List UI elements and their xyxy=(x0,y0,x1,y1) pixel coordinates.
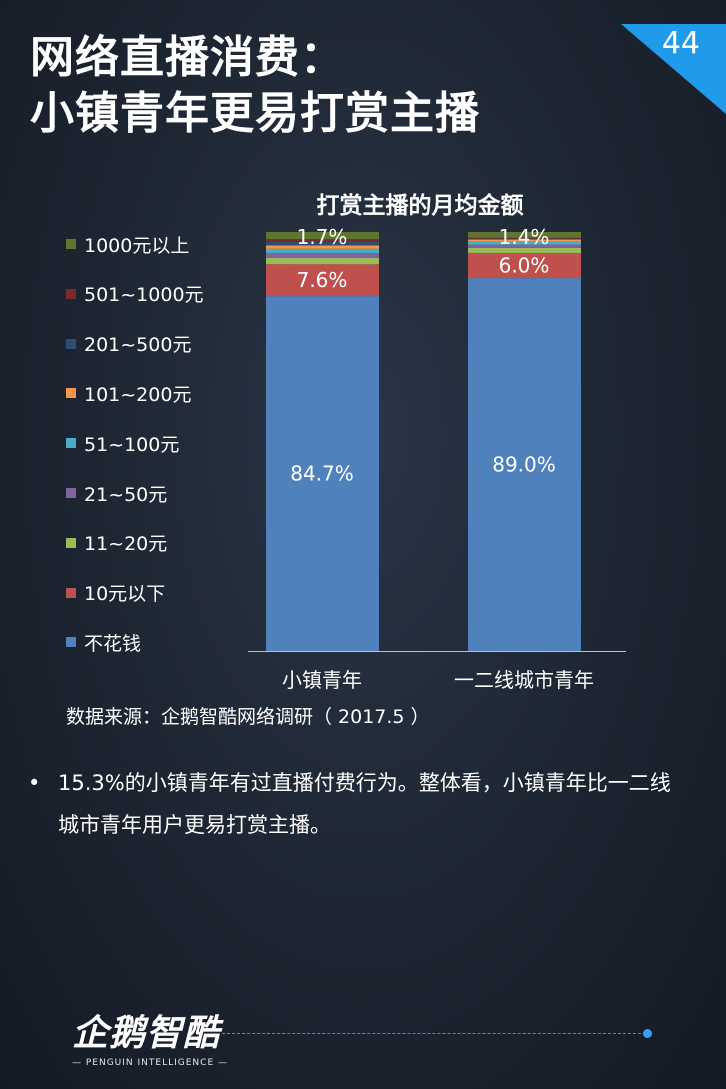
bar-segment xyxy=(468,238,581,240)
source-note: 数据来源：企鹅智酷网络调研（ 2017.5 ） xyxy=(66,706,430,728)
data-label: 1.4% xyxy=(499,225,550,249)
data-label: 6.0% xyxy=(499,254,550,278)
bar-segment xyxy=(468,239,581,242)
legend-swatch xyxy=(66,587,76,598)
legend-label: 51~100元 xyxy=(84,433,180,456)
bar-segment xyxy=(266,257,379,265)
legend-item: 51~100元 xyxy=(66,431,180,456)
bar-segment xyxy=(468,232,581,238)
bar-segment xyxy=(468,241,581,245)
category-label: 一二线城市青年 xyxy=(454,668,594,692)
footer-dotted-line xyxy=(222,1033,646,1034)
bar-segment xyxy=(266,264,379,297)
legend-label: 101~200元 xyxy=(84,383,192,406)
title-line-1: 网络直播消费： xyxy=(30,32,345,83)
logo-subtext: — PENGUIN INTELLIGENCE — xyxy=(72,1058,228,1068)
legend-swatch xyxy=(66,288,76,299)
legend-swatch xyxy=(66,537,76,548)
bar-segment xyxy=(468,252,581,279)
stacked-bar-chart: 84.7% 7.6% 1.7% 小镇青年 89.0% 6.0% 1.4% 一二线城市青年 xyxy=(248,225,626,692)
legend-item: 501~1000元 xyxy=(66,282,204,306)
bar-segment xyxy=(468,247,581,253)
bullet-text: 15.3%的小镇青年有过直播付费行为。整体看，小镇青年比一二线城市青年用户更易打… xyxy=(58,771,671,837)
page-title: 网络直播消费： 小镇青年更易打赏主播 xyxy=(30,30,480,142)
legend-swatch xyxy=(66,637,76,648)
legend-label: 501~1000元 xyxy=(84,284,204,307)
legend-swatch xyxy=(66,338,76,349)
bar-segment xyxy=(266,245,379,249)
page-number: 44 xyxy=(661,26,700,61)
legend-label: 21~50元 xyxy=(84,483,168,506)
data-label: 89.0% xyxy=(492,453,556,477)
legend-item: 1000元以上 xyxy=(66,232,190,257)
legend-item: 10元以下 xyxy=(66,581,165,605)
bar-segment xyxy=(266,242,379,246)
logo-text: 企鹅智酷 xyxy=(72,1013,221,1054)
data-label: 7.6% xyxy=(297,268,348,292)
bar-segment xyxy=(468,237,581,239)
data-label: 1.7% xyxy=(297,225,348,249)
legend-item: 101~200元 xyxy=(66,381,192,406)
bar-segment xyxy=(266,232,379,240)
category-label: 小镇青年 xyxy=(282,668,362,692)
page-corner-triangle xyxy=(621,24,726,114)
legend-swatch xyxy=(66,438,76,449)
data-label: 84.7% xyxy=(290,462,354,486)
footer-dot xyxy=(643,1029,652,1038)
bar-segment xyxy=(468,278,581,651)
bar-segment xyxy=(468,244,581,248)
legend-label: 1000元以上 xyxy=(84,234,190,257)
legend-item: 201~500元 xyxy=(66,332,191,356)
title-line-2: 小镇青年更易打赏主播 xyxy=(30,88,480,139)
bullet-marker: • xyxy=(28,771,41,795)
chart-title: 打赏主播的月均金额 xyxy=(316,193,524,219)
bar-segment xyxy=(266,248,379,253)
legend-swatch xyxy=(66,239,76,249)
penguin-intelligence-logo: 企鹅智酷 — PENGUIN INTELLIGENCE — xyxy=(72,1004,228,1068)
legend-label: 201~500元 xyxy=(84,334,192,357)
legend-label: 11~20元 xyxy=(84,533,168,556)
legend-swatch xyxy=(66,388,76,399)
bar-segment xyxy=(266,239,379,243)
legend-item: 不花钱 xyxy=(66,630,142,655)
bar-segment xyxy=(266,252,379,258)
legend-label: 不花钱 xyxy=(84,632,142,655)
legend-swatch xyxy=(66,488,76,498)
legend-item: 11~20元 xyxy=(66,531,167,555)
legend-label: 10元以下 xyxy=(84,583,166,606)
legend-item: 21~50元 xyxy=(66,481,168,506)
bar-segment xyxy=(266,296,379,651)
